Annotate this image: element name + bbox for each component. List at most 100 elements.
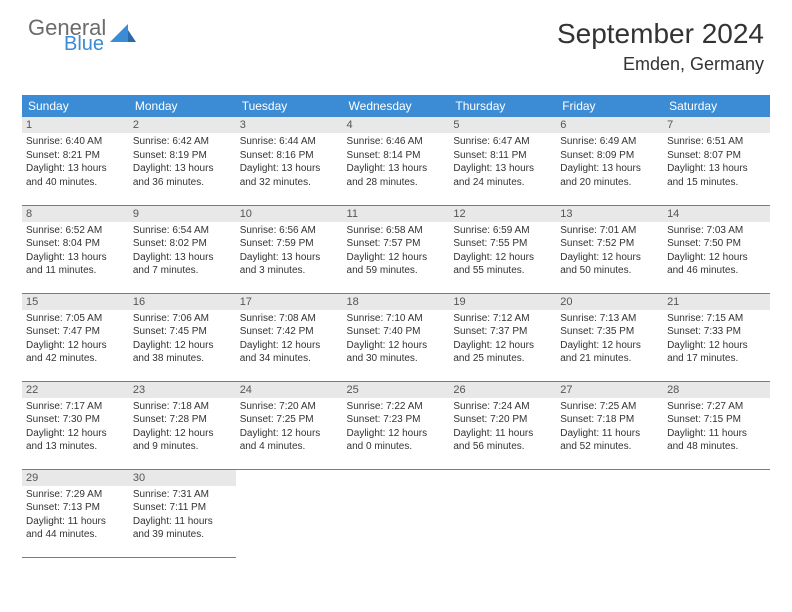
- sunset-time: 7:28 PM: [170, 414, 207, 425]
- sunrise-time: 7:31 AM: [172, 489, 209, 500]
- sunset-time: 7:11 PM: [170, 502, 207, 513]
- day-detail: Sunrise: 7:25 AMSunset: 7:18 PMDaylight:…: [556, 398, 663, 458]
- sunset-time: 8:02 PM: [170, 238, 207, 249]
- sunrise-time: 7:18 AM: [172, 401, 209, 412]
- sunrise-time: 6:56 AM: [279, 225, 316, 236]
- daylight-duration: 11 hours and 44 minutes.: [26, 516, 106, 541]
- day-detail: Sunrise: 7:22 AMSunset: 7:23 PMDaylight:…: [343, 398, 450, 458]
- calendar-week-row: 22Sunrise: 7:17 AMSunset: 7:30 PMDayligh…: [22, 381, 770, 469]
- calendar-day-cell: 13Sunrise: 7:01 AMSunset: 7:52 PMDayligh…: [556, 205, 663, 293]
- day-detail: Sunrise: 7:03 AMSunset: 7:50 PMDaylight:…: [663, 222, 770, 282]
- sunset-time: 8:21 PM: [63, 150, 100, 161]
- calendar-day-cell: 28Sunrise: 7:27 AMSunset: 7:15 PMDayligh…: [663, 381, 770, 469]
- daylight-duration: 12 hours and 34 minutes.: [240, 340, 321, 365]
- daylight-duration: 12 hours and 17 minutes.: [667, 340, 748, 365]
- header: General Blue September 2024 Emden, Germa…: [0, 0, 792, 83]
- calendar-day-cell: 27Sunrise: 7:25 AMSunset: 7:18 PMDayligh…: [556, 381, 663, 469]
- sunset-time: 7:37 PM: [490, 326, 527, 337]
- day-detail: Sunrise: 6:59 AMSunset: 7:55 PMDaylight:…: [449, 222, 556, 282]
- sunset-time: 7:33 PM: [704, 326, 741, 337]
- calendar-day-cell: 2Sunrise: 6:42 AMSunset: 8:19 PMDaylight…: [129, 117, 236, 205]
- day-number: 19: [449, 294, 556, 310]
- sunrise-time: 6:59 AM: [493, 225, 530, 236]
- logo: General Blue: [28, 18, 136, 54]
- calendar-day-cell: [236, 469, 343, 557]
- day-detail: Sunrise: 7:17 AMSunset: 7:30 PMDaylight:…: [22, 398, 129, 458]
- daylight-duration: 12 hours and 50 minutes.: [560, 252, 641, 277]
- calendar-week-row: 29Sunrise: 7:29 AMSunset: 7:13 PMDayligh…: [22, 469, 770, 557]
- daylight-duration: 12 hours and 9 minutes.: [133, 428, 214, 453]
- calendar-day-cell: 21Sunrise: 7:15 AMSunset: 7:33 PMDayligh…: [663, 293, 770, 381]
- day-number: 14: [663, 206, 770, 222]
- day-detail: Sunrise: 7:05 AMSunset: 7:47 PMDaylight:…: [22, 310, 129, 370]
- day-detail: Sunrise: 7:29 AMSunset: 7:13 PMDaylight:…: [22, 486, 129, 546]
- calendar-day-cell: 22Sunrise: 7:17 AMSunset: 7:30 PMDayligh…: [22, 381, 129, 469]
- day-number: 16: [129, 294, 236, 310]
- day-detail: Sunrise: 7:12 AMSunset: 7:37 PMDaylight:…: [449, 310, 556, 370]
- daylight-duration: 13 hours and 11 minutes.: [26, 252, 107, 277]
- daylight-duration: 12 hours and 21 minutes.: [560, 340, 641, 365]
- calendar-day-cell: 16Sunrise: 7:06 AMSunset: 7:45 PMDayligh…: [129, 293, 236, 381]
- daylight-duration: 13 hours and 24 minutes.: [453, 163, 534, 188]
- calendar-day-cell: 26Sunrise: 7:24 AMSunset: 7:20 PMDayligh…: [449, 381, 556, 469]
- daylight-duration: 12 hours and 0 minutes.: [347, 428, 428, 453]
- calendar-day-cell: 25Sunrise: 7:22 AMSunset: 7:23 PMDayligh…: [343, 381, 450, 469]
- calendar-day-cell: 7Sunrise: 6:51 AMSunset: 8:07 PMDaylight…: [663, 117, 770, 205]
- day-number: 8: [22, 206, 129, 222]
- sunrise-time: 6:42 AM: [172, 136, 209, 147]
- day-number: 23: [129, 382, 236, 398]
- sunset-time: 7:25 PM: [276, 414, 313, 425]
- day-number: 5: [449, 117, 556, 133]
- day-detail: Sunrise: 7:27 AMSunset: 7:15 PMDaylight:…: [663, 398, 770, 458]
- day-detail: Sunrise: 6:46 AMSunset: 8:14 PMDaylight:…: [343, 133, 450, 193]
- sunset-time: 7:18 PM: [597, 414, 634, 425]
- daylight-duration: 13 hours and 15 minutes.: [667, 163, 748, 188]
- sunrise-time: 7:27 AM: [707, 401, 744, 412]
- daylight-duration: 13 hours and 3 minutes.: [240, 252, 321, 277]
- day-number: 26: [449, 382, 556, 398]
- daylight-duration: 13 hours and 32 minutes.: [240, 163, 321, 188]
- sunrise-time: 6:40 AM: [65, 136, 102, 147]
- calendar-day-cell: 8Sunrise: 6:52 AMSunset: 8:04 PMDaylight…: [22, 205, 129, 293]
- daylight-duration: 12 hours and 30 minutes.: [347, 340, 428, 365]
- sunrise-time: 6:47 AM: [493, 136, 530, 147]
- day-detail: Sunrise: 7:20 AMSunset: 7:25 PMDaylight:…: [236, 398, 343, 458]
- day-detail: Sunrise: 7:08 AMSunset: 7:42 PMDaylight:…: [236, 310, 343, 370]
- day-number: 27: [556, 382, 663, 398]
- day-detail: Sunrise: 6:51 AMSunset: 8:07 PMDaylight:…: [663, 133, 770, 193]
- calendar-day-cell: 29Sunrise: 7:29 AMSunset: 7:13 PMDayligh…: [22, 469, 129, 557]
- day-number: 1: [22, 117, 129, 133]
- day-number: 6: [556, 117, 663, 133]
- sunset-time: 8:11 PM: [490, 150, 527, 161]
- calendar-day-cell: 12Sunrise: 6:59 AMSunset: 7:55 PMDayligh…: [449, 205, 556, 293]
- calendar-week-row: 15Sunrise: 7:05 AMSunset: 7:47 PMDayligh…: [22, 293, 770, 381]
- day-number: 28: [663, 382, 770, 398]
- weekday-header: Thursday: [449, 95, 556, 117]
- daylight-duration: 13 hours and 7 minutes.: [133, 252, 214, 277]
- calendar-week-row: 8Sunrise: 6:52 AMSunset: 8:04 PMDaylight…: [22, 205, 770, 293]
- sunset-time: 7:15 PM: [704, 414, 741, 425]
- weekday-header: Saturday: [663, 95, 770, 117]
- day-number: 13: [556, 206, 663, 222]
- sunrise-time: 6:54 AM: [172, 225, 209, 236]
- month-title: September 2024: [557, 18, 764, 50]
- day-detail: Sunrise: 6:52 AMSunset: 8:04 PMDaylight:…: [22, 222, 129, 282]
- sunrise-time: 6:46 AM: [386, 136, 423, 147]
- day-number: 29: [22, 470, 129, 486]
- sunrise-time: 7:03 AM: [707, 225, 744, 236]
- day-number: 25: [343, 382, 450, 398]
- daylight-duration: 13 hours and 28 minutes.: [347, 163, 428, 188]
- sunrise-time: 7:05 AM: [65, 313, 102, 324]
- calendar-day-cell: 6Sunrise: 6:49 AMSunset: 8:09 PMDaylight…: [556, 117, 663, 205]
- daylight-duration: 12 hours and 42 minutes.: [26, 340, 107, 365]
- daylight-duration: 12 hours and 13 minutes.: [26, 428, 107, 453]
- day-detail: Sunrise: 6:42 AMSunset: 8:19 PMDaylight:…: [129, 133, 236, 193]
- calendar-day-cell: 18Sunrise: 7:10 AMSunset: 7:40 PMDayligh…: [343, 293, 450, 381]
- sunrise-time: 7:20 AM: [279, 401, 316, 412]
- weekday-header: Friday: [556, 95, 663, 117]
- daylight-duration: 11 hours and 48 minutes.: [667, 428, 747, 453]
- calendar-day-cell: [663, 469, 770, 557]
- day-detail: Sunrise: 7:13 AMSunset: 7:35 PMDaylight:…: [556, 310, 663, 370]
- calendar-day-cell: 19Sunrise: 7:12 AMSunset: 7:37 PMDayligh…: [449, 293, 556, 381]
- calendar-day-cell: 24Sunrise: 7:20 AMSunset: 7:25 PMDayligh…: [236, 381, 343, 469]
